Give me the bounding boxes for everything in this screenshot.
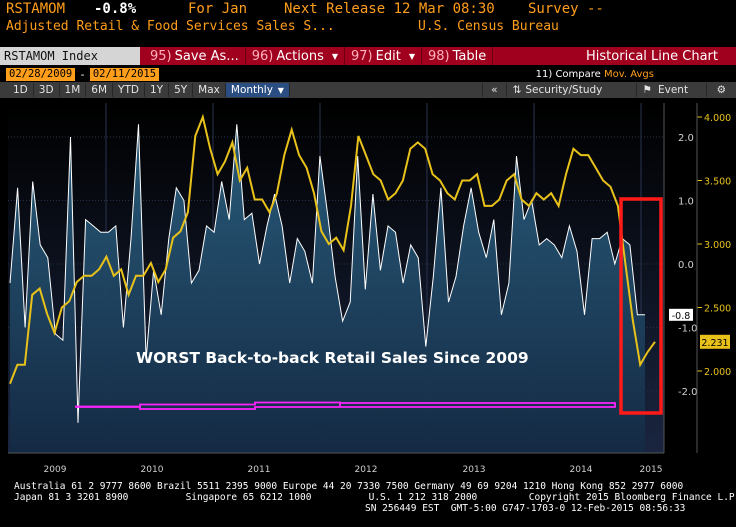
x-tick-label-6: 2015 — [640, 465, 663, 475]
save-as-number: 95) — [150, 48, 172, 64]
compare-menu[interactable]: 11) Compare Mov. Avgs — [536, 69, 736, 80]
event-button[interactable]: ⚑ Event — [635, 83, 706, 97]
table-button[interactable]: 98) Table — [422, 47, 494, 65]
end-date-field[interactable]: 02/11/2015 — [89, 67, 160, 81]
right-axis-tick-0: 4.000 — [704, 113, 731, 124]
footer: Australia 61 2 9777 8600 Brazil 5511 239… — [0, 482, 736, 527]
security-field[interactable]: RSTAMOM Index — [0, 47, 140, 65]
actions-number: 96) — [251, 48, 274, 64]
tab-1d[interactable]: 1D — [8, 83, 34, 97]
last-value-left: -0.8 — [669, 308, 693, 322]
security-study-button[interactable]: ⇅ Security/Study — [505, 83, 636, 97]
period-dropdown[interactable]: Monthly ▼ — [225, 83, 290, 97]
chart-area: WORST Back-to-back Retail Sales Since 20… — [0, 99, 736, 478]
x-tick-label-4: 2013 — [463, 465, 486, 475]
tab-max[interactable]: Max — [193, 83, 226, 97]
chart-type-title: Historical Line Chart — [586, 48, 718, 64]
table-label: Table — [452, 48, 487, 64]
header-bar: RSTAMOM -0.8% For Jan Next Release 12 Ma… — [0, 0, 736, 18]
last-left-label: -0.8 — [672, 311, 691, 322]
footer-line-1: Australia 61 2 9777 8600 Brazil 5511 239… — [14, 481, 684, 492]
flag-icon: ⚑ — [642, 84, 652, 96]
footer-line-2: Japan 81 3 3201 8900 Singapore 65 6212 1… — [14, 492, 736, 503]
tab-6m[interactable]: 6M — [86, 83, 114, 97]
series-fill-layer — [10, 124, 645, 454]
right-axis-tick-2: 3.000 — [704, 240, 731, 251]
compare-label: Compare — [555, 68, 601, 80]
chevron-down-icon: ▼ — [277, 85, 284, 95]
tab-ytd[interactable]: YTD — [113, 83, 145, 97]
chevron-down-icon: ▼ — [331, 51, 339, 61]
survey: Survey -- — [528, 1, 604, 17]
last-value: -0.8% — [94, 1, 137, 17]
tab-5y[interactable]: 5Y — [169, 83, 194, 97]
last-right-label: 2.231 — [701, 338, 728, 349]
chart-tools: « ⇅ Security/Study ⚑ Event ⚙ — [482, 82, 736, 98]
collapse-icon[interactable]: « — [482, 83, 505, 97]
start-date-field[interactable]: 02/28/2009 — [6, 67, 76, 81]
save-as-button[interactable]: 95) Save As... — [144, 47, 246, 65]
series-line-yellow — [9, 113, 656, 385]
footer-line-3: SN 256449 EST GMT-5:00 G747-1703-0 12-Fe… — [365, 503, 686, 514]
left-axis-tick-4: -2.0 — [678, 387, 698, 398]
series-area-fill — [10, 124, 645, 454]
chart-annotation: WORST Back-to-back Retail Sales Since 20… — [136, 349, 529, 367]
edit-label: Edit — [375, 48, 401, 64]
tab-3d[interactable]: 3D — [34, 83, 60, 97]
x-tick-label-2: 2011 — [248, 465, 271, 475]
edit-number: 97) — [351, 48, 373, 64]
chevron-down-icon: ▼ — [408, 51, 415, 61]
overlays-layer: WORST Back-to-back Retail Sales Since 20… — [75, 197, 663, 415]
data-source: U.S. Census Bureau — [418, 19, 559, 34]
x-tick-label-0: 2009 — [44, 465, 67, 475]
compare-number: 11) — [535, 68, 553, 80]
next-release: Next Release 12 Mar 08:30 — [284, 1, 495, 17]
period-tabs: 1D 3D 1M 6M YTD 1Y 5Y Max Monthly ▼ « ⇅ … — [0, 82, 736, 98]
right-axis-tick-4: 2.000 — [704, 367, 731, 378]
magenta-bottom-line — [75, 401, 616, 410]
plus-minus-icon: ⇅ — [512, 84, 522, 96]
left-axis-tick-3: -1.0 — [678, 324, 698, 335]
actions-label: Actions — [276, 48, 324, 64]
tab-1m[interactable]: 1M — [60, 83, 87, 97]
last-value-right: 2.231 — [700, 334, 730, 349]
line-chart: WORST Back-to-back Retail Sales Since 20… — [0, 99, 736, 478]
x-tick-label-3: 2012 — [355, 465, 378, 475]
date-separator: - — [79, 67, 86, 81]
for-period: For Jan — [188, 1, 248, 17]
function-toolbar: RSTAMOM Index 95) Save As... 96) Actions… — [0, 47, 736, 65]
tab-1y[interactable]: 1Y — [145, 83, 170, 97]
right-axis-tick-1: 3.500 — [704, 177, 731, 188]
security-description: Adjusted Retail & Food Services Sales S.… — [6, 19, 335, 34]
security-study-label: Security/Study — [525, 84, 603, 96]
last-right-badge — [700, 334, 730, 349]
last-left-badge — [669, 308, 693, 321]
highlight-box — [619, 197, 663, 415]
event-label: Event — [658, 84, 689, 96]
save-as-label: Save As... — [174, 48, 239, 64]
date-range-row: 02/28/2009 - 02/11/2015 11) Compare Mov.… — [0, 66, 736, 82]
actions-button[interactable]: 96) Actions ▼ — [246, 47, 346, 65]
series-lines-layer — [9, 113, 656, 423]
edit-button[interactable]: 97) Edit ▼ — [345, 47, 422, 65]
table-number: 98) — [427, 48, 450, 64]
gear-icon[interactable]: ⚙ — [705, 83, 736, 97]
description-bar: Adjusted Retail & Food Services Sales S.… — [0, 18, 736, 35]
left-axis-tick-0: 2.0 — [678, 133, 694, 144]
x-tick-label-5: 2014 — [570, 465, 593, 475]
ticker: RSTAMOM — [6, 1, 66, 17]
left-axis-tick-2: 0.0 — [678, 260, 694, 271]
right-axis-tick-3: 2.500 — [704, 304, 731, 315]
left-axis-tick-1: 1.0 — [678, 197, 694, 208]
series-line-white — [9, 124, 645, 423]
axes-layer: 2.0 1.0 0.0 -1.0 -2.0 4.000 3.500 3.000 2.500 2.0… — [8, 103, 731, 475]
period-label: Monthly — [230, 84, 273, 96]
x-tick-label-1: 2010 — [141, 465, 164, 475]
mov-avgs-label: Mov. Avgs — [604, 68, 654, 80]
